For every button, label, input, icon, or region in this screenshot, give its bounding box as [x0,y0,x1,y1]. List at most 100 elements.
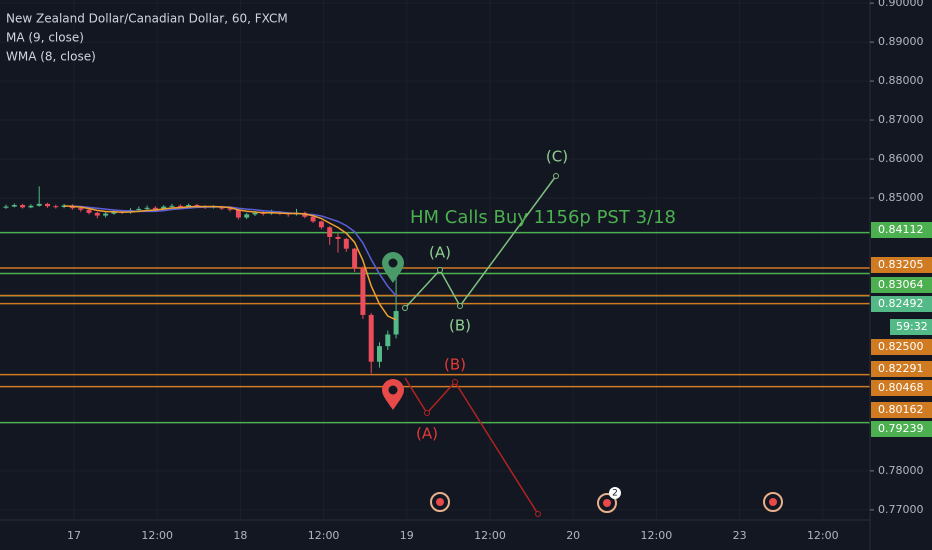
candle-body [28,205,34,208]
candle-body [343,238,349,249]
price-label: 0.83205 [878,258,924,271]
price-label-bg [871,421,932,437]
candle-body [136,208,142,211]
x-tick-label: 12:00 [141,529,173,542]
y-tick-label: 0.77000 [878,503,924,516]
grid [0,0,870,520]
point [424,410,430,416]
indicators [64,205,397,321]
indicator-label: MA (9, close) [6,31,84,45]
candle-body [161,206,167,210]
event-icons: 2 [430,487,783,513]
y-tick-label: 0.78000 [878,464,924,477]
wave-label: (A) [416,425,438,443]
badge-count: 2 [612,489,618,499]
x-axis: 17 12:00 18 12:00 19 12:00 20 12:00 23 12:00 [67,529,839,542]
x-tick-label: 19 [400,529,414,542]
x-tick-label: 18 [233,529,247,542]
wave-label: (C) [546,148,568,166]
countdown: 59:32 [896,320,928,333]
price-label-bg [871,361,932,377]
y-tick-label: 0.85000 [878,191,924,204]
candle-body [235,209,241,218]
candle-body [227,208,233,210]
candle-body [20,205,26,208]
y-tick-label: 0.87000 [878,113,924,126]
price-label: 0.82492 [878,297,924,310]
x-tick-label: 17 [67,529,81,542]
y-axis-area [870,0,932,550]
y-tick-label: 0.90000 [878,0,924,9]
x-tick-label: 12:00 [308,529,340,542]
point [553,173,559,179]
candle-body [45,203,50,207]
candle-body [368,314,374,362]
candle-body [310,216,316,222]
countdown-bg [890,319,932,335]
price-lines [0,231,870,424]
indicator-line [64,205,397,321]
candle-body [327,227,333,238]
x-tick-label: 12:00 [807,529,839,542]
price-label-bg [871,402,932,418]
price-label-bg [871,277,932,293]
annotation: HM Calls Buy 1156p PST 3/18 [410,207,676,228]
event-icon-dot [603,499,611,507]
price-label-bg [871,380,932,396]
x-tick-label: 12:00 [641,529,673,542]
event-icon-dot [769,498,777,506]
wave-label: (B) [449,317,471,335]
price-label: 0.79239 [878,422,924,435]
indicator-label: WMA (8, close) [6,50,96,64]
wave-label: (A) [429,244,451,262]
wave-down [404,377,539,515]
candle-body [385,334,391,347]
price-label: 0.80468 [878,381,924,394]
wave-up [404,175,557,309]
candle-body [318,221,324,228]
candle-body [360,268,366,315]
point [457,303,463,309]
point [535,511,541,517]
candle-body [393,311,399,335]
candle-body [169,205,175,207]
badge [609,487,621,499]
y-tick-label: 0.89000 [878,35,924,48]
x-tick-label: 20 [566,529,580,542]
y-tick-label: 0.86000 [878,152,924,165]
indicator-line [72,205,397,297]
point [437,267,443,273]
wave-points [402,173,559,517]
x-tick-label: 23 [733,529,747,542]
y-tick-label: 0.88000 [878,74,924,87]
candle-body [377,346,382,362]
price-label: 0.83064 [878,278,924,291]
point [452,379,458,385]
chart-title: New Zealand Dollar/Canadian Dollar, 60, … [6,12,288,26]
price-label: 0.82500 [878,340,924,353]
candle-body [186,205,192,207]
candle-body [103,213,109,216]
candle-body [152,207,158,210]
candle-body [244,214,250,218]
candle-body [194,205,200,207]
candle-body [94,212,100,216]
candle-body [3,206,9,208]
candle-body [53,206,59,208]
point [402,305,408,311]
candle-body [86,209,92,213]
candle-body [252,212,258,215]
event-icon-dot [436,498,444,506]
price-label-bg [871,257,932,273]
x-tick-label: 12:00 [474,529,506,542]
candle-body [177,205,183,207]
pin-hole [388,385,398,395]
price-label: 0.80162 [878,403,924,416]
candle-body [11,205,17,207]
price-label-bg [871,339,932,355]
candle-body [144,207,150,209]
candle-body [352,248,358,269]
